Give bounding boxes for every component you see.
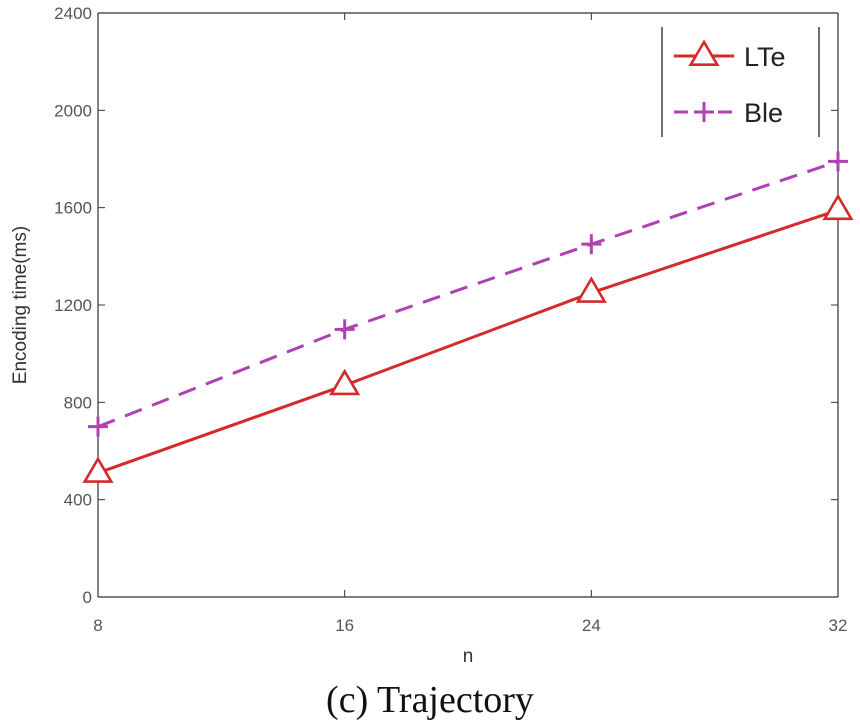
data-point-lte [822, 193, 854, 221]
y-tick-label: 1200 [54, 296, 92, 315]
data-point-lte [575, 276, 607, 303]
data-point-lte [329, 368, 361, 396]
data-point-ble [88, 416, 108, 437]
y-tick-label: 1600 [54, 199, 92, 218]
x-tick-label: 8 [93, 616, 102, 635]
x-axis-label: n [463, 646, 474, 667]
series-line-lte [97, 208, 839, 475]
y-tick-label: 400 [64, 491, 92, 510]
data-point-ble [581, 234, 602, 255]
data-point-ble [334, 319, 355, 340]
plot-area [97, 12, 839, 598]
y-axis-label: Encoding time(ms) [10, 226, 31, 384]
figure-caption: (c) Trajectory [326, 679, 534, 721]
series-group [82, 151, 854, 483]
legend-label-lte: LTe [744, 42, 786, 72]
y-tick-label: 800 [64, 393, 92, 412]
data-point-ble [828, 151, 848, 172]
series-line-ble [97, 160, 839, 429]
legend-label-ble: Ble [744, 98, 783, 128]
x-tick-label: 24 [582, 616, 601, 635]
ticks-group: 0 400 800 1200 1600 2000 2400 8 16 24 32 [54, 4, 847, 635]
data-point-lte [82, 456, 114, 483]
x-tick-label: 32 [829, 616, 848, 635]
y-tick-label: 2400 [54, 4, 92, 23]
y-tick-label: 2000 [54, 101, 92, 120]
y-tick-label: 0 [83, 588, 92, 607]
legend: LTe Ble [661, 27, 820, 137]
legend-marker-ble [694, 102, 714, 122]
legend-marker-lte [688, 39, 720, 66]
x-tick-label: 16 [335, 616, 354, 635]
